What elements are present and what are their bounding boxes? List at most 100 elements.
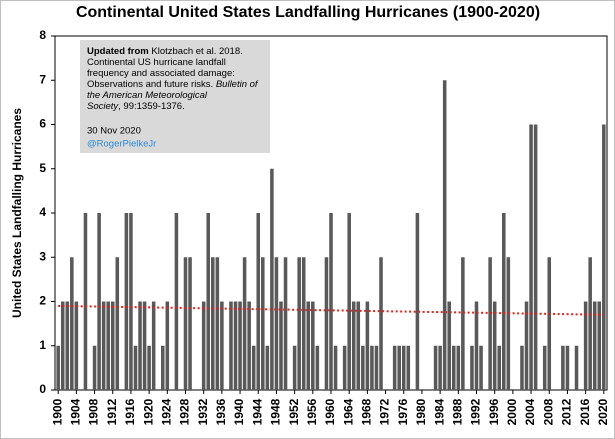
bar (97, 213, 101, 390)
bar (470, 345, 474, 390)
bar (592, 301, 597, 390)
bar (456, 345, 461, 390)
x-tick-label: 1944 (250, 398, 264, 425)
bar (488, 257, 492, 390)
x-tick-label: 2000 (505, 398, 519, 425)
bar (451, 345, 456, 390)
bar (347, 213, 351, 390)
bar (270, 168, 274, 390)
x-tick-label: 1956 (305, 398, 319, 425)
bar (160, 345, 165, 390)
bar (415, 213, 420, 390)
x-tick-label: 2004 (523, 398, 537, 425)
x-tick-label: 1976 (396, 398, 410, 425)
bar (583, 301, 588, 390)
bar (220, 301, 224, 390)
bar (324, 257, 329, 390)
x-tick-label: 1932 (196, 398, 210, 425)
bar (174, 213, 179, 390)
bar (247, 301, 251, 390)
y-axis-label: United States Landfalling Hurricanes (10, 108, 24, 318)
bar (447, 301, 451, 390)
trend-line (58, 304, 604, 316)
bar (124, 213, 129, 390)
annotation-text: Continental US hurricane landfall (87, 57, 226, 68)
bar (474, 301, 479, 390)
bar (356, 301, 361, 390)
bar (229, 301, 233, 390)
bar (70, 257, 74, 390)
x-tick-label: 2016 (578, 398, 592, 425)
x-tick-label: 1980 (414, 398, 428, 425)
bar (301, 257, 306, 390)
bar (211, 257, 215, 390)
bar (138, 301, 142, 390)
bar (406, 345, 411, 390)
bar (520, 345, 524, 390)
annotation-line: Observations and future risks. Bulletin … (87, 79, 259, 90)
annotation-text: Klotzbach et al. 2018. (149, 46, 243, 57)
bar (506, 257, 511, 390)
x-tick-label: 2008 (541, 398, 555, 425)
x-tick-label: 1900 (50, 398, 64, 425)
annotation-text: Observations and future risks. (87, 79, 216, 90)
x-tick-label: 1972 (378, 398, 392, 425)
bar (315, 345, 320, 390)
bar (461, 257, 465, 390)
x-tick-label: 1968 (360, 398, 374, 425)
bar (201, 301, 206, 390)
bar (379, 257, 383, 390)
bar (602, 124, 606, 390)
x-tick-label: 2012 (560, 398, 574, 425)
annotation-line: Society, 99:1359-1376. (87, 101, 185, 112)
x-tick-label: 1904 (69, 398, 83, 425)
y-tick-label: 5 (39, 161, 46, 175)
bar (56, 345, 60, 390)
bar (215, 257, 220, 390)
x-tick-label: 1936 (214, 398, 228, 425)
bar (74, 301, 79, 390)
bar (561, 345, 565, 390)
bar (242, 257, 247, 390)
bar (83, 213, 88, 390)
x-tick-label: 1988 (450, 398, 464, 425)
bar (438, 345, 442, 390)
bar (101, 301, 106, 390)
x-tick-label: 1952 (287, 398, 301, 425)
bar (397, 345, 401, 390)
bar (542, 345, 547, 390)
bar (502, 213, 506, 390)
x-tick-label: 1920 (141, 398, 155, 425)
bar (333, 345, 338, 390)
bar (479, 345, 483, 390)
bar (265, 345, 270, 390)
annotation-text: Updated from (87, 46, 149, 57)
bar (370, 345, 374, 390)
bar (261, 257, 265, 390)
annotation-text: the American Meteorological (87, 90, 208, 101)
y-tick-label: 1 (39, 338, 46, 352)
bar (574, 345, 579, 390)
annotation-text: Bulletin of (216, 79, 259, 90)
bar (274, 257, 279, 390)
bar (565, 345, 570, 390)
bar (311, 301, 315, 390)
bar (361, 345, 365, 390)
bar (206, 213, 211, 390)
bar (279, 301, 283, 390)
y-tick-label: 6 (39, 117, 46, 131)
x-tick-label: 1924 (159, 398, 173, 425)
annotation-text: Society (87, 101, 119, 112)
y-tick-label: 4 (39, 205, 46, 219)
x-tick-label: 2020 (596, 398, 610, 425)
annotation-line: Continental US hurricane landfall (87, 57, 226, 68)
bar (110, 301, 115, 390)
bar (60, 301, 65, 390)
bar (401, 345, 406, 390)
annotation-text: , 99:1359-1376. (118, 101, 185, 112)
bar (533, 124, 538, 390)
annotation-box (80, 40, 270, 153)
y-tick-label: 3 (39, 249, 46, 263)
x-tick-label: 1960 (323, 398, 337, 425)
